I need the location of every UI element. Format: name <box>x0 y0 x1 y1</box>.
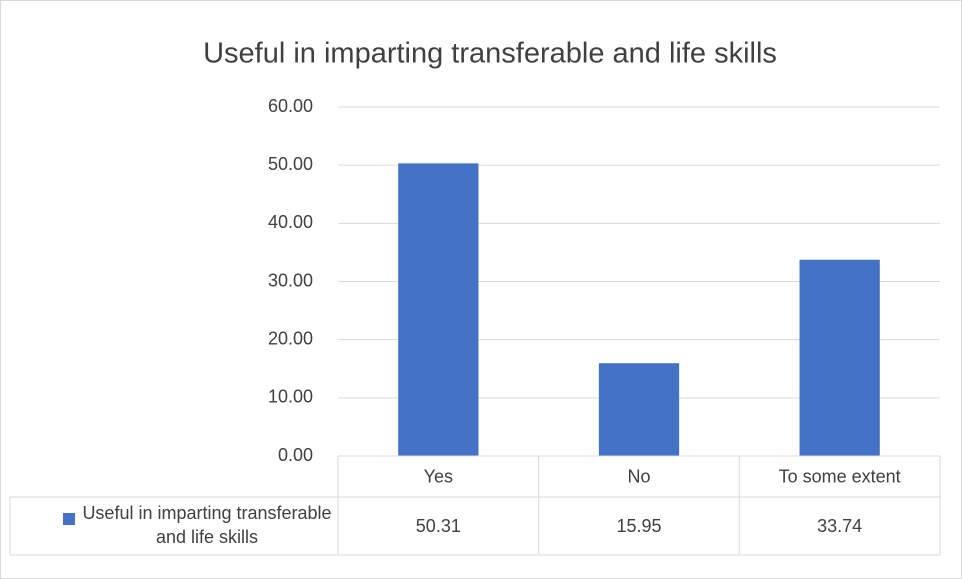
legend-swatch <box>63 513 75 525</box>
table-value: 15.95 <box>616 516 661 536</box>
y-tick-label: 10.00 <box>268 387 313 407</box>
x-tick-label: To some extent <box>779 466 901 486</box>
table-value: 50.31 <box>416 516 461 536</box>
y-tick-label: 20.00 <box>268 328 313 348</box>
legend-entry-box: Useful in imparting transferable and lif… <box>82 503 332 547</box>
table-value: 33.74 <box>817 516 862 536</box>
x-tick-label: No <box>627 466 650 486</box>
bar <box>799 259 880 456</box>
y-tick-label: 0.00 <box>278 445 313 465</box>
y-tick-label: 50.00 <box>268 154 313 174</box>
y-tick-label: 30.00 <box>268 270 313 290</box>
x-tick-label: Yes <box>424 466 453 486</box>
legend-entry: Useful in imparting transferable and lif… <box>82 503 332 547</box>
chart-title: Useful in imparting transferable and lif… <box>203 38 777 70</box>
bar <box>398 163 479 456</box>
y-tick-label: 60.00 <box>268 96 313 116</box>
y-tick-label: 40.00 <box>268 212 313 232</box>
bar <box>598 363 680 456</box>
